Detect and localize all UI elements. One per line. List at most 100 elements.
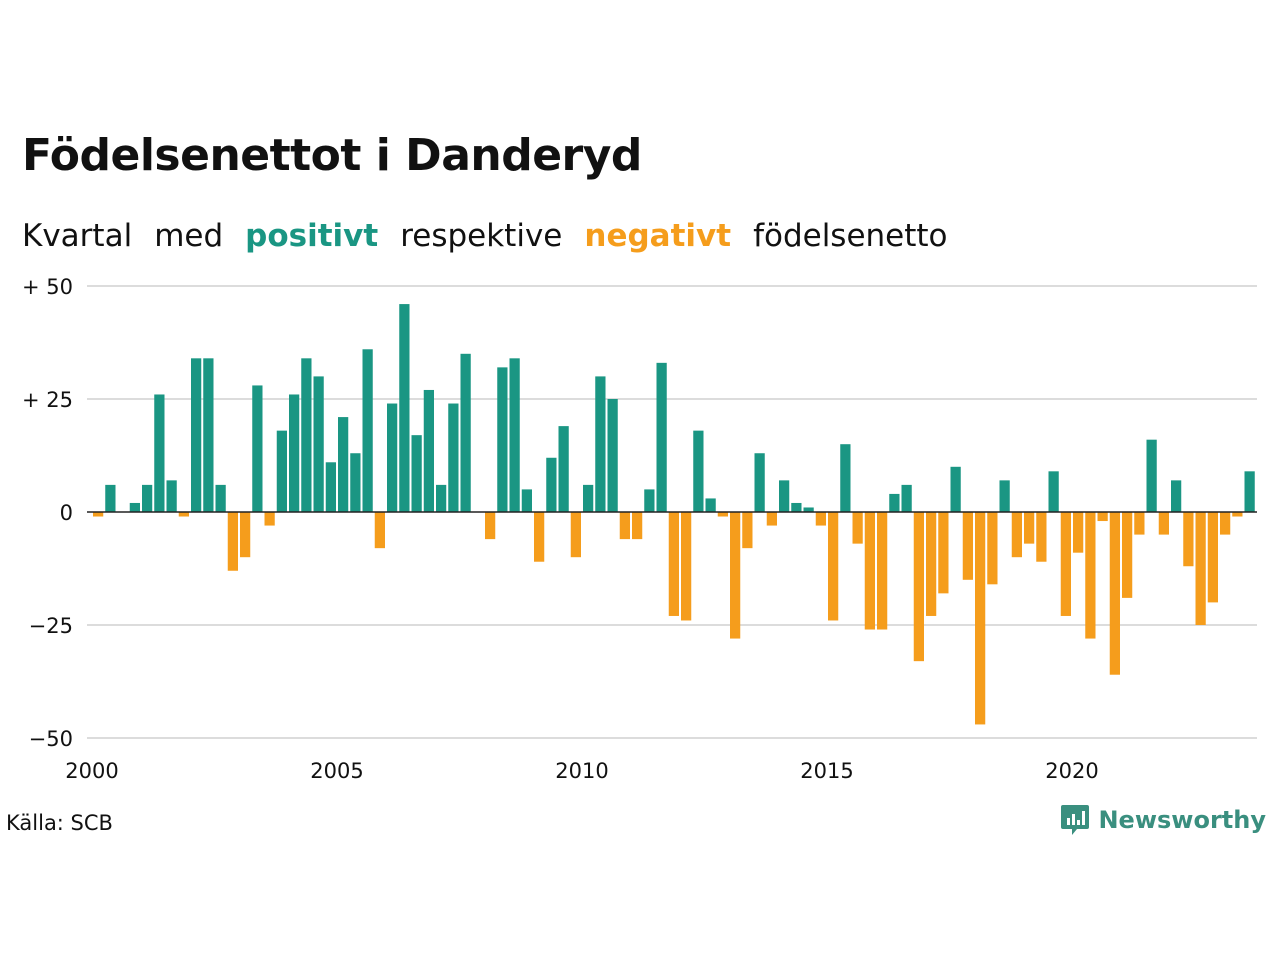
source-note: Källa: SCB bbox=[6, 811, 113, 835]
bar bbox=[754, 453, 765, 512]
bar bbox=[840, 444, 851, 512]
bar bbox=[264, 512, 275, 526]
bar bbox=[1024, 512, 1035, 544]
bar bbox=[999, 480, 1010, 512]
bar bbox=[1122, 512, 1133, 598]
y-tick-label: −50 bbox=[29, 727, 73, 751]
chart-title: Födelsenettot i Danderyd bbox=[22, 130, 642, 181]
bar bbox=[668, 512, 679, 616]
grid-lines bbox=[87, 285, 1257, 739]
bar bbox=[509, 358, 520, 512]
bar bbox=[215, 484, 226, 512]
newsworthy-logo: Newsworthy bbox=[1060, 803, 1266, 837]
y-tick-label: + 50 bbox=[22, 275, 73, 299]
bar bbox=[1244, 471, 1255, 512]
bar bbox=[950, 466, 961, 512]
bar bbox=[938, 512, 949, 594]
subtitle-word: födelsenetto bbox=[753, 218, 948, 254]
bar bbox=[178, 512, 189, 517]
subtitle-word: med bbox=[154, 218, 224, 254]
subtitle-positive: positivt bbox=[245, 218, 379, 254]
bar bbox=[521, 489, 532, 512]
bar bbox=[374, 512, 385, 549]
bar bbox=[583, 484, 594, 512]
bar bbox=[362, 349, 373, 512]
bar bbox=[436, 484, 447, 512]
bar bbox=[1036, 512, 1047, 562]
bar bbox=[387, 403, 398, 512]
bar bbox=[191, 358, 202, 512]
bar bbox=[423, 389, 434, 512]
bar bbox=[1073, 512, 1084, 553]
bar bbox=[1158, 512, 1169, 535]
bar bbox=[1097, 512, 1108, 522]
bar bbox=[1085, 512, 1096, 639]
bar bbox=[142, 484, 153, 512]
bar bbox=[227, 512, 238, 571]
bar bbox=[656, 362, 667, 512]
bar bbox=[1048, 471, 1059, 512]
bar bbox=[1060, 512, 1071, 616]
bar bbox=[485, 512, 496, 540]
bar bbox=[1109, 512, 1120, 675]
bar bbox=[681, 512, 692, 621]
bar bbox=[1232, 512, 1243, 517]
bar bbox=[1134, 512, 1145, 535]
subtitle-word: Kvartal bbox=[22, 218, 133, 254]
bar bbox=[742, 512, 753, 549]
bar bbox=[448, 403, 459, 512]
bars bbox=[93, 304, 1255, 725]
bar bbox=[313, 376, 324, 512]
bar bbox=[497, 367, 508, 512]
bar bbox=[644, 489, 655, 512]
bar bbox=[803, 507, 814, 512]
bar bbox=[1146, 439, 1157, 512]
bar bbox=[852, 512, 863, 544]
bar bbox=[987, 512, 998, 585]
bar bbox=[546, 457, 557, 512]
bar bbox=[705, 498, 716, 512]
bar bbox=[570, 512, 581, 558]
bar bbox=[815, 512, 826, 526]
bar bbox=[203, 358, 214, 512]
bar bbox=[129, 502, 140, 512]
bar bbox=[1195, 512, 1206, 625]
bar bbox=[926, 512, 937, 616]
bar bbox=[791, 502, 802, 512]
subtitle-word: respektive bbox=[400, 218, 563, 254]
bar bbox=[93, 512, 104, 517]
bar bbox=[779, 480, 790, 512]
axes: + 50 + 25 0 −25 −50 2000 2005 2010 2015 2020 bbox=[22, 275, 1257, 783]
bar bbox=[766, 512, 777, 526]
bar bbox=[252, 385, 263, 512]
bar bbox=[350, 453, 361, 512]
x-tick-label: 2000 bbox=[65, 759, 118, 783]
bar bbox=[607, 399, 618, 512]
bar bbox=[619, 512, 630, 540]
x-tick-label: 2005 bbox=[310, 759, 363, 783]
bar bbox=[864, 512, 875, 630]
y-tick-label: −25 bbox=[29, 614, 73, 638]
bar bbox=[558, 426, 569, 512]
bar bbox=[534, 512, 545, 562]
bar bbox=[828, 512, 839, 621]
bar bbox=[889, 493, 900, 512]
bar bbox=[338, 417, 349, 512]
x-tick-label: 2015 bbox=[800, 759, 853, 783]
bar bbox=[325, 462, 336, 512]
bar bbox=[595, 376, 606, 512]
bar bbox=[166, 480, 177, 512]
chat-bubble-chart-icon bbox=[1061, 805, 1090, 835]
x-tick-label: 2020 bbox=[1045, 759, 1098, 783]
bar bbox=[1011, 512, 1022, 558]
y-tick-label: + 25 bbox=[22, 388, 73, 412]
bar bbox=[913, 512, 924, 662]
bar bbox=[717, 512, 728, 517]
x-tick-label: 2010 bbox=[555, 759, 608, 783]
bar bbox=[276, 430, 287, 512]
logo-text: Newsworthy bbox=[1098, 806, 1266, 834]
bar bbox=[1220, 512, 1231, 535]
bar bbox=[460, 353, 471, 512]
bar bbox=[154, 394, 165, 512]
bar bbox=[730, 512, 741, 639]
